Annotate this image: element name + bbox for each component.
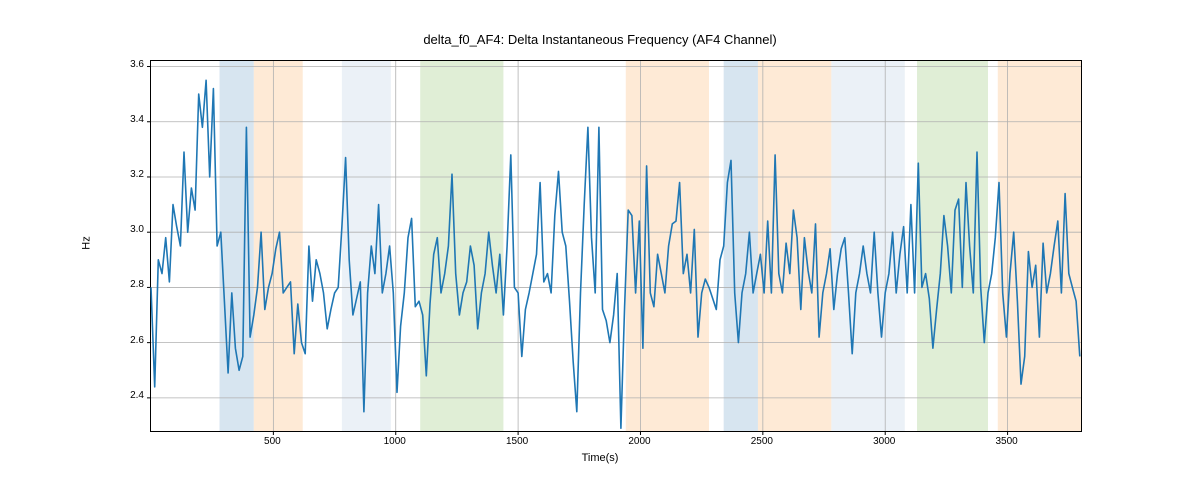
x-tick-label: 2000 bbox=[619, 436, 659, 447]
y-tick-label: 2.4 bbox=[104, 390, 144, 401]
plot-area bbox=[150, 60, 1082, 432]
y-tick-label: 2.6 bbox=[104, 335, 144, 346]
highlight-region bbox=[724, 61, 758, 431]
y-tick-label: 3.2 bbox=[104, 169, 144, 180]
x-tick-label: 1000 bbox=[375, 436, 415, 447]
x-tick-label: 2500 bbox=[742, 436, 782, 447]
x-tick-label: 3000 bbox=[864, 436, 904, 447]
highlight-region bbox=[917, 61, 988, 431]
x-tick-label: 500 bbox=[252, 436, 292, 447]
y-tick-label: 3.6 bbox=[104, 59, 144, 70]
x-tick-label: 3500 bbox=[987, 436, 1027, 447]
y-tick-label: 2.8 bbox=[104, 279, 144, 290]
chart-title: delta_f0_AF4: Delta Instantaneous Freque… bbox=[0, 32, 1200, 47]
y-tick-label: 3.4 bbox=[104, 114, 144, 125]
highlight-region bbox=[998, 61, 1081, 431]
figure: delta_f0_AF4: Delta Instantaneous Freque… bbox=[0, 0, 1200, 500]
x-axis-label: Time(s) bbox=[0, 452, 1200, 464]
x-tick-label: 1500 bbox=[497, 436, 537, 447]
plot-svg bbox=[151, 61, 1081, 431]
y-tick-label: 3.0 bbox=[104, 224, 144, 235]
y-axis-label: Hz bbox=[81, 236, 93, 249]
